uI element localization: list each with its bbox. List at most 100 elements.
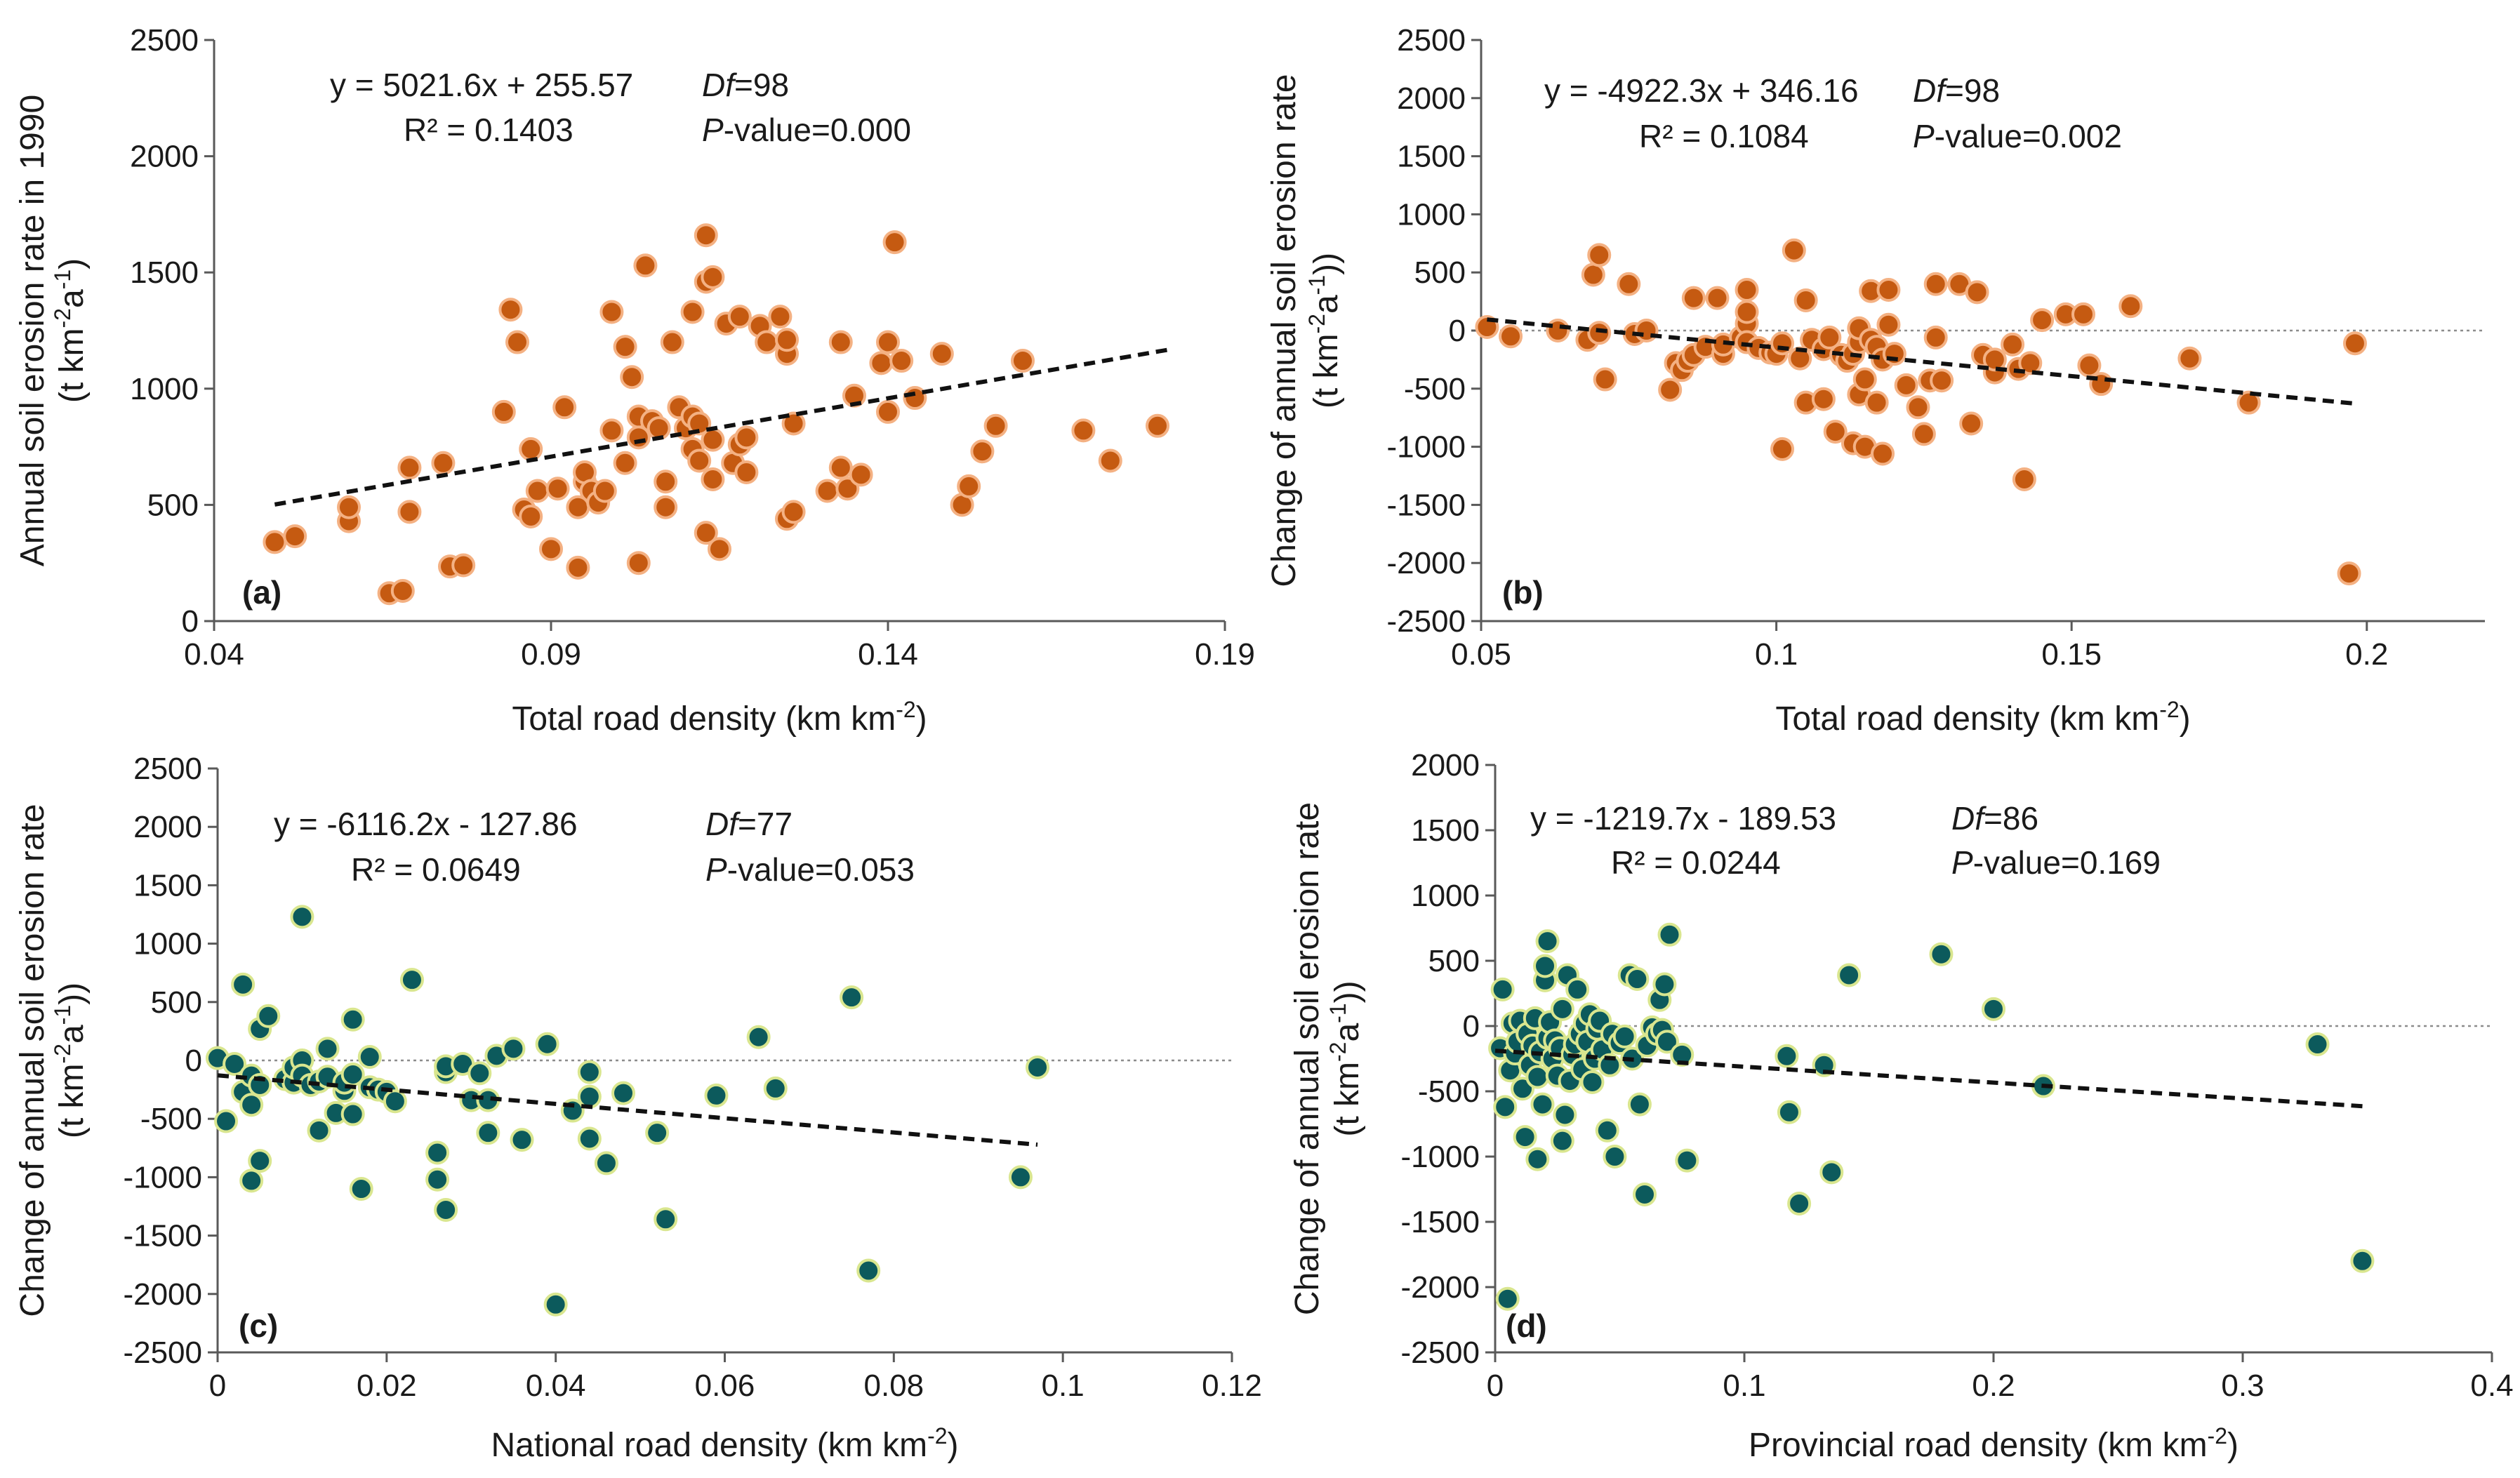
- data-point: [1493, 1095, 1518, 1119]
- panel-label: (a): [242, 574, 281, 611]
- data-point: [654, 470, 678, 494]
- data-point: [734, 425, 759, 450]
- data-point: [694, 223, 718, 248]
- data-point: [1923, 272, 1948, 296]
- data-point: [620, 365, 644, 390]
- data-point: [476, 1121, 500, 1145]
- y-tick-label: -2000: [123, 1277, 202, 1312]
- data-point: [1929, 942, 1954, 966]
- y-tick-label: 1500: [1397, 140, 1466, 174]
- data-point: [263, 530, 287, 554]
- data-point: [1530, 1092, 1555, 1117]
- data-point: [340, 1102, 365, 1126]
- data-point: [1705, 286, 1730, 310]
- r-squared-label: R² = 0.0244: [1611, 844, 1781, 881]
- y-tick-label: 1500: [1411, 813, 1480, 848]
- data-point: [577, 1126, 602, 1151]
- x-tick-label: 0.4: [2470, 1369, 2513, 1403]
- data-points: [206, 905, 1050, 1317]
- data-point: [1546, 319, 1570, 342]
- data-point: [1670, 1042, 1695, 1067]
- trendline: [217, 1073, 1038, 1147]
- data-points: [1475, 238, 2367, 586]
- data-point: [1617, 272, 1641, 296]
- panel-label: (d): [1506, 1307, 1547, 1344]
- y-tick-label: 2500: [133, 752, 202, 786]
- data-point: [654, 1207, 678, 1232]
- x-tick-label: 0.1: [1042, 1369, 1085, 1403]
- x-tick-label: 0.1: [1723, 1369, 1765, 1403]
- x-tick-label: 0.19: [1195, 637, 1255, 672]
- data-point: [1965, 280, 1989, 305]
- data-point: [239, 1093, 264, 1117]
- data-point: [2118, 294, 2143, 319]
- data-point: [1817, 325, 1842, 349]
- data-point: [1565, 977, 1590, 1001]
- data-point: [1982, 347, 2007, 372]
- x-tick-label: 0.3: [2221, 1369, 2264, 1403]
- data-point: [611, 1081, 635, 1105]
- data-point: [2305, 1032, 2330, 1057]
- data-point: [467, 1061, 492, 1086]
- x-tick-label: 0.09: [521, 637, 581, 672]
- data-point: [701, 467, 725, 491]
- data-point: [2071, 302, 2095, 326]
- data-point: [1770, 437, 1794, 461]
- data-point: [1627, 1092, 1652, 1117]
- data-point: [1146, 413, 1169, 438]
- degrees-of-freedom-label: Df=98: [1913, 72, 2000, 109]
- y-tick-label: 0: [185, 1044, 202, 1078]
- data-point: [425, 1167, 450, 1192]
- panel-d: -2500 -2000 -1500 -1000 -500 0 500 1000 1500 2000…: [1289, 748, 2514, 1464]
- p-value-label: P-value=0.002: [1913, 118, 2122, 154]
- data-points: [263, 223, 1169, 606]
- x-axis-label: Provincial road density (km km-2): [1749, 1423, 2239, 1464]
- data-point: [734, 460, 759, 485]
- y-axis-label-line2: (t km-2a-1)): [50, 983, 91, 1138]
- data-point: [1793, 288, 1818, 312]
- data-point: [1071, 418, 1096, 443]
- y-tick-label: -2500: [1386, 604, 1466, 639]
- data-point: [701, 427, 725, 452]
- data-point: [645, 1121, 670, 1145]
- y-tick-label: 500: [147, 488, 199, 522]
- data-point: [856, 1258, 881, 1283]
- data-point: [1581, 262, 1605, 287]
- data-point: [849, 462, 873, 487]
- data-point: [1011, 349, 1035, 373]
- regression-equation: y = 5021.6x + 255.57: [330, 67, 633, 103]
- r-squared-label: R² = 0.1084: [1639, 118, 1809, 154]
- data-point: [654, 495, 678, 519]
- y-tick-label: -2500: [123, 1336, 202, 1370]
- r-squared-label: R² = 0.1403: [404, 112, 573, 148]
- data-point: [1675, 1148, 1699, 1173]
- y-tick-label: -1000: [123, 1160, 202, 1194]
- data-point: [1906, 395, 1930, 420]
- p-value-label: P-value=0.000: [702, 112, 911, 148]
- data-point: [1811, 387, 1836, 411]
- data-point: [840, 985, 864, 1010]
- data-point: [1911, 422, 1936, 446]
- data-point: [755, 330, 779, 354]
- data-point: [660, 330, 684, 354]
- data-point: [626, 551, 651, 575]
- degrees-of-freedom-label: Df=98: [702, 67, 789, 103]
- y-tick-label: -1000: [1386, 430, 1466, 465]
- x-tick-label: 0.08: [864, 1369, 924, 1403]
- data-point: [1026, 1055, 1050, 1079]
- data-point: [876, 330, 900, 354]
- data-point: [1882, 342, 1906, 366]
- y-tick-label: -1000: [1400, 1140, 1480, 1174]
- y-tick-label: 0: [182, 604, 199, 639]
- data-point: [431, 451, 456, 475]
- r-squared-label: R² = 0.0649: [351, 851, 521, 888]
- data-point: [566, 555, 590, 580]
- x-tick-label: 0.12: [1202, 1369, 1262, 1403]
- y-tick-label: 2500: [130, 23, 199, 58]
- data-point: [1533, 954, 1557, 978]
- data-point: [680, 300, 705, 324]
- trendline: [1487, 317, 2356, 406]
- data-point: [552, 395, 577, 420]
- trendline: [1494, 1048, 2368, 1109]
- data-point: [543, 1292, 568, 1317]
